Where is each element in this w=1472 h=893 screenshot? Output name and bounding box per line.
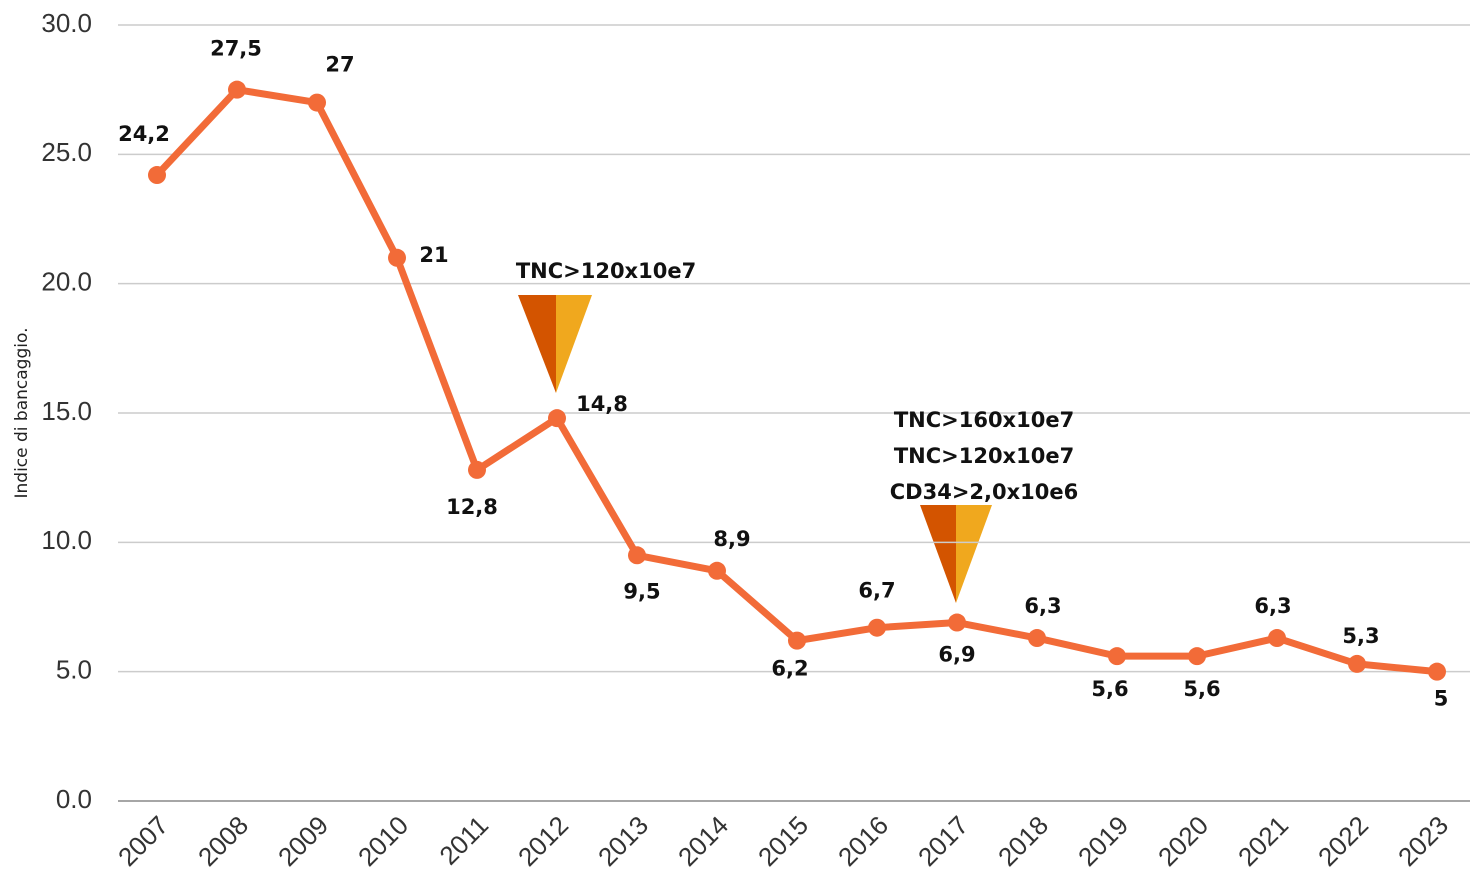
- marker: [228, 80, 246, 99]
- y-tick-label: 30.0: [41, 8, 92, 38]
- annotation: CD34>2,0x10e6: [890, 480, 1079, 504]
- marker: [1348, 654, 1366, 673]
- x-tick-label: 2010: [352, 810, 414, 872]
- y-tick-label: 25.0: [41, 137, 92, 167]
- x-tick-label: 2019: [1072, 810, 1134, 872]
- marker: [148, 166, 166, 185]
- value-label: 27: [325, 53, 354, 77]
- value-label: 12,8: [446, 495, 498, 519]
- marker: [708, 561, 726, 580]
- y-tick-label: 15.0: [41, 396, 92, 426]
- x-tick-label: 2013: [592, 810, 654, 872]
- marker: [1108, 647, 1126, 666]
- value-label: 5,6: [1091, 677, 1128, 701]
- value-label: 5: [1434, 687, 1449, 711]
- marker: [1268, 629, 1286, 648]
- x-tick-label: 2015: [752, 810, 814, 872]
- marker: [868, 618, 886, 637]
- marker: [1028, 629, 1046, 648]
- y-tick-label: 5.0: [56, 655, 92, 685]
- value-label: 6,3: [1024, 594, 1061, 618]
- value-label: 6,2: [771, 657, 808, 681]
- value-label: 9,5: [623, 579, 660, 603]
- marker: [388, 248, 406, 267]
- marker: [548, 409, 566, 428]
- marker: [948, 613, 966, 632]
- y-axis-label: Indice di bancaggio.: [12, 328, 32, 499]
- line: [154, 86, 1438, 676]
- x-tick-label: 2012: [512, 810, 574, 872]
- annotation: TNC>120x10e7: [516, 259, 696, 283]
- x-tick-label: 2011: [433, 810, 494, 871]
- value-label: 6,3: [1254, 594, 1291, 618]
- value-label: 27,5: [210, 37, 262, 61]
- x-tick-label: 2009: [272, 810, 334, 872]
- marker: [468, 460, 486, 479]
- marker: [788, 631, 806, 650]
- value-label: 6,7: [858, 579, 895, 603]
- x-tick-label: 2007: [112, 810, 174, 872]
- marker: [628, 546, 646, 565]
- annotation-arrow: [518, 295, 992, 603]
- value-label: 8,9: [713, 527, 750, 551]
- value-label: 24,2: [118, 122, 170, 146]
- x-tick-label: 2021: [1232, 810, 1294, 872]
- value-label: 21: [419, 243, 448, 267]
- x-tick-label: 2016: [832, 810, 894, 872]
- x-tick-label: 2017: [912, 810, 974, 872]
- x-tick-label: 2014: [672, 810, 734, 872]
- x-tick-label: 2022: [1312, 810, 1374, 872]
- marker: [1188, 647, 1206, 666]
- annotation: TNC>120x10e7: [894, 444, 1074, 468]
- value-label: 14,8: [576, 392, 628, 416]
- marker: [308, 93, 326, 112]
- x-tick-label: 2020: [1152, 810, 1214, 872]
- marker: [1428, 662, 1446, 681]
- value-label: 6,9: [938, 643, 975, 667]
- x-tick-label: 2023: [1392, 810, 1454, 872]
- value-label: 5,3: [1342, 624, 1379, 648]
- y-tick-label: 0.0: [56, 784, 92, 814]
- annotation: TNC>160x10e7: [894, 408, 1074, 432]
- x-tick-label: 2008: [192, 810, 254, 872]
- x-tick-label: 2018: [992, 810, 1054, 872]
- value-label: 5,6: [1183, 677, 1220, 701]
- y-tick-label: 20.0: [41, 267, 92, 297]
- y-tick-label: 10.0: [41, 525, 92, 555]
